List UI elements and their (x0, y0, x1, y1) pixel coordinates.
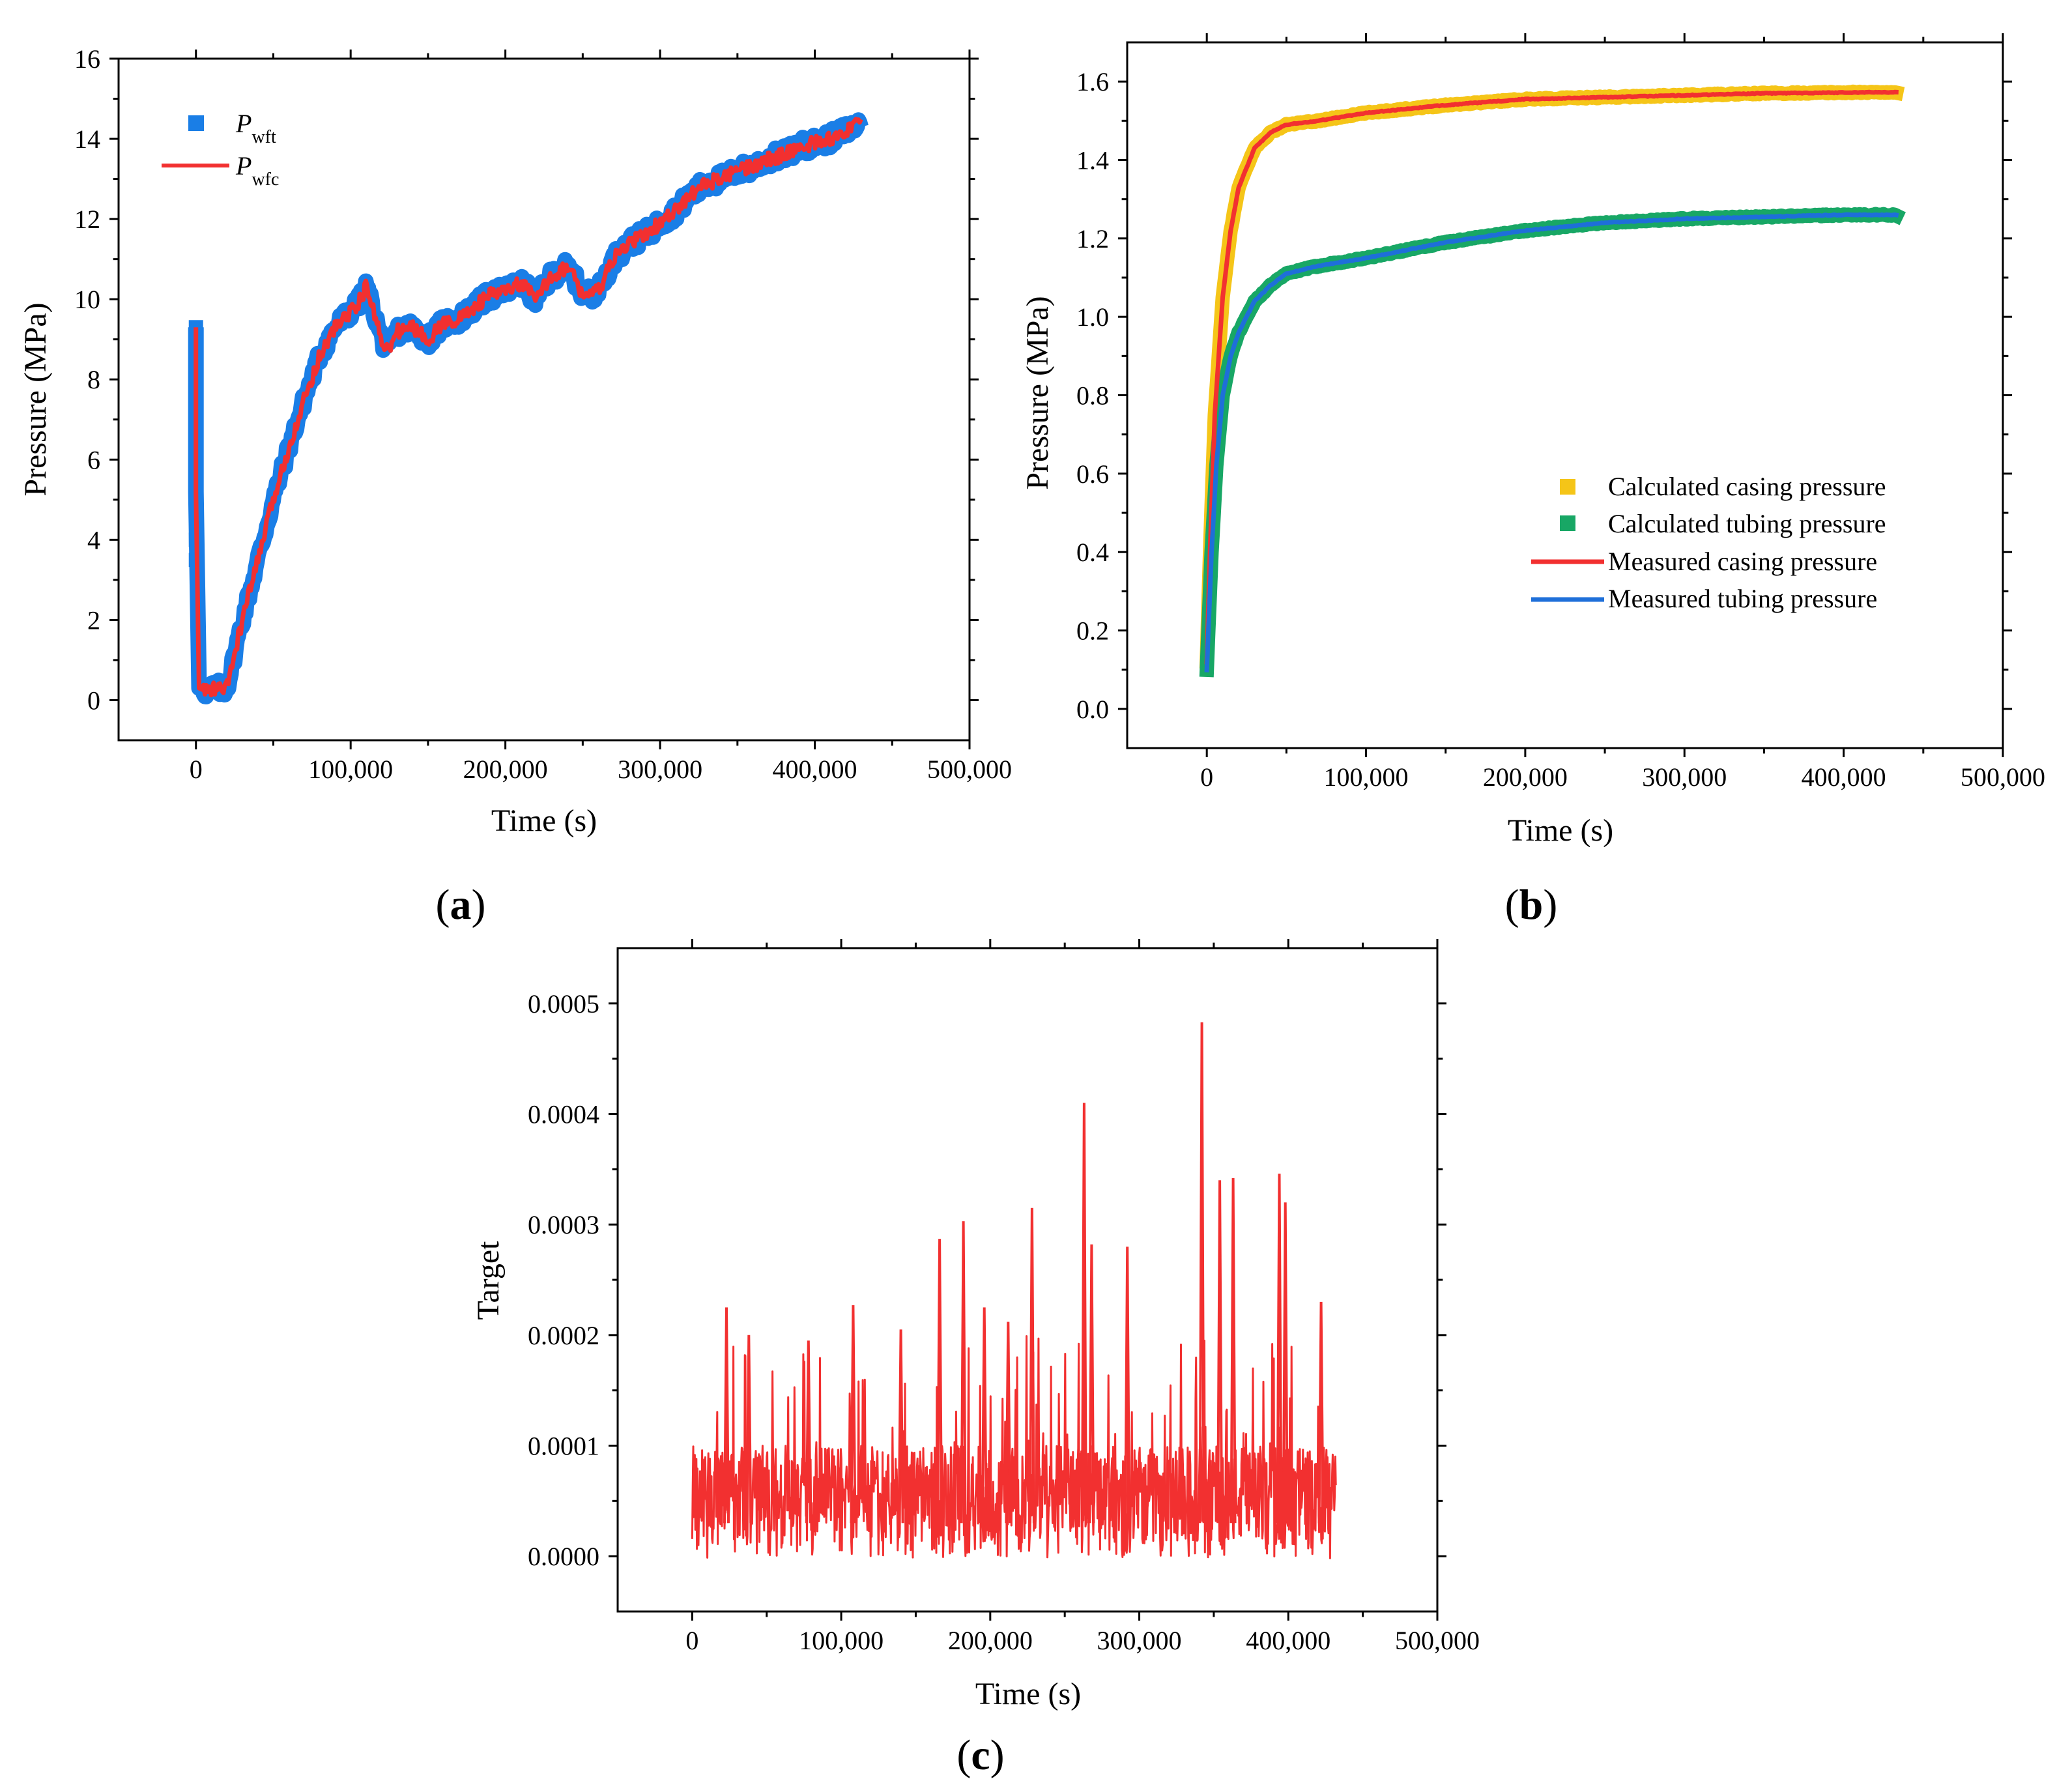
legend-marker-calc-casing (1560, 479, 1575, 495)
x-tick-label: 500,000 (1961, 762, 2045, 792)
legend-b: Calculated casing pressure Calculated tu… (1531, 472, 1886, 613)
chart-b: 0 100,000 200,000 300,000 400,000 500,000 0.0… (1020, 33, 2045, 929)
y-tick-label: 0 (87, 686, 100, 715)
y-tick-label: 1.0 (1076, 302, 1109, 332)
y-tick-label: 16 (74, 44, 100, 74)
plot-frame-a (117, 57, 971, 742)
series-pwft (188, 112, 869, 704)
x-tick-label: 300,000 (618, 755, 702, 784)
x-tick-label: 0 (190, 755, 203, 784)
target-peak (850, 1305, 857, 1524)
y-tick-label: 10 (74, 285, 100, 314)
x-axis-label-b: Time (s) (1508, 813, 1613, 848)
y-tick-label: 0.2 (1076, 616, 1109, 646)
y-tick-label: 0.0000 (528, 1542, 599, 1571)
target-peak (805, 1340, 812, 1524)
panel-label-b: (b) (1505, 881, 1558, 929)
y-tick-label: 1.6 (1076, 67, 1109, 96)
legend-label-pwft: Pwft (235, 109, 276, 147)
x-tick-label: 200,000 (948, 1626, 1033, 1655)
series-meas-casing (1204, 89, 1899, 665)
y-tick-label: 1.4 (1076, 146, 1109, 175)
x-tick-label: 200,000 (1483, 762, 1568, 792)
y-tick-label: 12 (74, 205, 100, 234)
x-tick-label: 300,000 (1642, 762, 1727, 792)
x-tick-label: 0 (685, 1626, 698, 1655)
y-tick-label: 0.0005 (528, 989, 599, 1019)
y-tick-label: 4 (87, 525, 100, 555)
y-tick-label: 0.8 (1076, 381, 1109, 411)
panel-label-c: (c) (956, 1731, 1004, 1779)
x-tick-label: 400,000 (773, 755, 857, 784)
y-tick-label: 1.2 (1076, 224, 1109, 253)
y-tick-label: 0.0004 (528, 1100, 599, 1129)
legend-label-calc-tubing: Calculated tubing pressure (1608, 509, 1886, 538)
legend-marker-pwft (188, 115, 204, 131)
chart-a: 0 100,000 200,000 300,000 400,000 500,000 0 2 4… (18, 44, 1012, 929)
series-meas-tubing (1204, 212, 1899, 672)
y-axis-label-c: Target (471, 1241, 506, 1320)
x-tick-label: 100,000 (1324, 762, 1409, 792)
legend-label-meas-casing: Measured casing pressure (1608, 547, 1877, 576)
series-target (691, 1335, 1337, 1559)
target-peak (960, 1221, 967, 1524)
x-tick-label: 200,000 (463, 755, 548, 784)
target-peak (1005, 1322, 1012, 1524)
x-axis-label-c: Time (s) (975, 1677, 1081, 1711)
legend-a: Pwft Pwfc (162, 109, 279, 190)
target-peak (1317, 1301, 1325, 1524)
series-pwfc (194, 117, 863, 698)
target-peak (1198, 1022, 1205, 1524)
y-tick-label: 8 (87, 365, 100, 394)
x-tick-label: 0 (1200, 762, 1213, 792)
y-axis-label-b: Pressure (MPa) (1020, 296, 1055, 489)
y-tick-label: 14 (74, 124, 100, 154)
legend-label-meas-tubing: Measured tubing pressure (1608, 584, 1877, 613)
target-peak (723, 1307, 730, 1524)
x-tick-label: 500,000 (1395, 1626, 1480, 1655)
x-tick-label: 300,000 (1097, 1626, 1182, 1655)
target-peak (897, 1329, 904, 1524)
y-tick-label: 0.0 (1076, 695, 1109, 724)
x-axis-label-a: Time (s) (491, 803, 597, 838)
chart-c: 0 100,000 200,000 300,000 400,000 500,000 0.0… (471, 939, 1480, 1779)
target-peak (1282, 1202, 1289, 1524)
panel-label-a: (a) (436, 881, 486, 929)
target-peak (936, 1239, 943, 1524)
y-tick-label: 2 (87, 605, 100, 635)
x-tick-label: 100,000 (308, 755, 393, 784)
x-tick-label: 100,000 (799, 1626, 884, 1655)
y-tick-label: 0.0001 (528, 1432, 599, 1461)
legend-label-pwfc: Pwfc (235, 151, 279, 190)
target-peak (745, 1335, 753, 1524)
x-tick-label: 400,000 (1246, 1626, 1330, 1655)
target-peak (1028, 1207, 1035, 1524)
target-peak (1229, 1178, 1237, 1524)
target-peak (981, 1307, 988, 1524)
y-tick-label: 0.6 (1076, 459, 1109, 489)
y-tick-label: 0.4 (1076, 538, 1109, 567)
y-tick-label: 0.0003 (528, 1210, 599, 1239)
y-tick-label: 0.0002 (528, 1321, 599, 1350)
x-tick-label: 400,000 (1802, 762, 1886, 792)
target-peak (1080, 1103, 1087, 1524)
target-peak (1124, 1247, 1131, 1524)
target-peak (1276, 1174, 1283, 1524)
y-axis-label-a: Pressure (MPa) (18, 302, 53, 496)
legend-label-calc-casing: Calculated casing pressure (1608, 472, 1886, 501)
target-peak (1216, 1180, 1224, 1524)
x-tick-label: 500,000 (927, 755, 1012, 784)
y-tick-label: 6 (87, 445, 100, 474)
target-peak (1088, 1244, 1095, 1524)
legend-marker-calc-tubing (1560, 515, 1575, 531)
